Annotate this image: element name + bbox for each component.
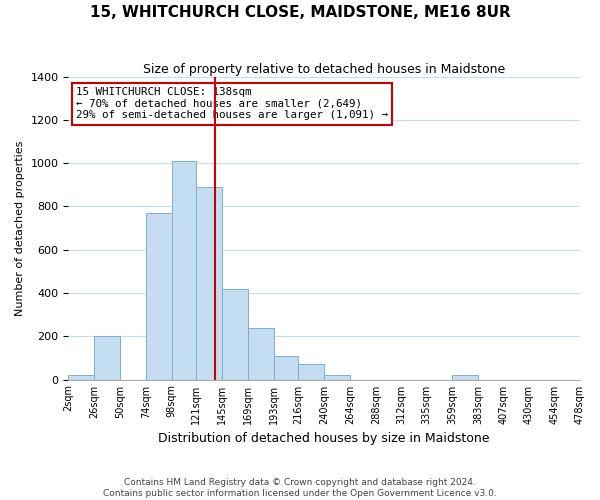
Bar [94, 336, 120, 380]
Bar [452, 375, 478, 380]
Bar [324, 375, 350, 380]
Text: 15, WHITCHURCH CLOSE, MAIDSTONE, ME16 8UR: 15, WHITCHURCH CLOSE, MAIDSTONE, ME16 8U… [89, 5, 511, 20]
Title: Size of property relative to detached houses in Maidstone: Size of property relative to detached ho… [143, 62, 505, 76]
Bar [274, 356, 298, 380]
Text: Contains HM Land Registry data © Crown copyright and database right 2024.
Contai: Contains HM Land Registry data © Crown c… [103, 478, 497, 498]
Bar [248, 328, 274, 380]
Text: 15 WHITCHURCH CLOSE: 138sqm
← 70% of detached houses are smaller (2,649)
29% of : 15 WHITCHURCH CLOSE: 138sqm ← 70% of det… [76, 88, 388, 120]
Y-axis label: Number of detached properties: Number of detached properties [15, 140, 25, 316]
Bar [222, 288, 248, 380]
X-axis label: Distribution of detached houses by size in Maidstone: Distribution of detached houses by size … [158, 432, 490, 445]
Bar [196, 187, 222, 380]
Bar [146, 213, 172, 380]
Bar [172, 161, 196, 380]
Bar [298, 364, 324, 380]
Bar [68, 375, 94, 380]
